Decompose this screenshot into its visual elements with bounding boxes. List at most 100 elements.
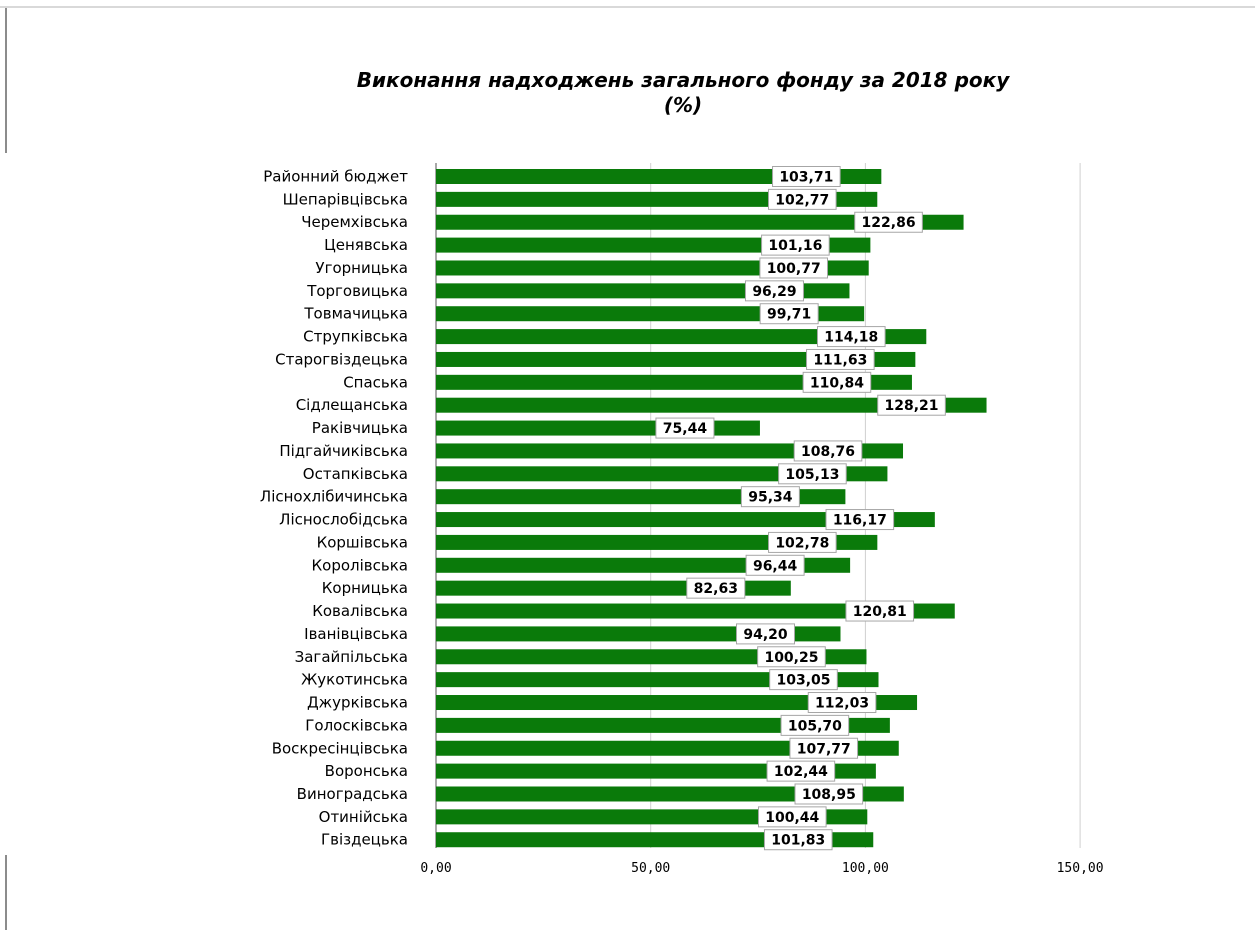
data-label-box <box>780 714 850 736</box>
data-label: 101,16 <box>768 238 822 254</box>
category-label: Іванівцівська <box>304 625 408 643</box>
data-labels: 103,71 102,77 122,86 101,16 100,77 96,29 99,71… <box>655 166 946 851</box>
category-label: Виноградська <box>297 785 408 803</box>
data-label: 111,63 <box>813 352 867 368</box>
data-label-box <box>854 211 923 233</box>
data-label-box <box>807 692 877 714</box>
data-label-box <box>745 554 805 576</box>
data-label: 116,17 <box>833 513 887 529</box>
bars <box>436 169 987 848</box>
data-label: 101,83 <box>771 833 825 849</box>
data-label-box <box>655 417 715 439</box>
data-label-box <box>778 463 847 485</box>
category-label: Струпківська <box>303 328 408 346</box>
data-label-box <box>845 600 915 622</box>
category-label: Воскресінцівська <box>272 739 408 757</box>
x-tick-label: 50,00 <box>631 861 670 876</box>
data-label: 107,77 <box>797 741 851 757</box>
bar <box>436 717 890 733</box>
category-label: Корницька <box>322 579 408 597</box>
data-label: 94,20 <box>743 627 788 643</box>
category-label: Підгайчиківська <box>279 442 408 460</box>
data-label: 103,71 <box>779 170 833 186</box>
data-label: 96,29 <box>752 284 796 300</box>
data-label-box <box>757 646 826 668</box>
category-label: Ковалівська <box>312 602 408 620</box>
data-label-box <box>759 257 829 279</box>
data-label: 108,95 <box>802 787 856 803</box>
data-label-box <box>763 829 833 851</box>
bar <box>436 397 987 413</box>
data-label: 120,81 <box>853 604 907 620</box>
data-label-box <box>757 806 827 828</box>
data-label: 110,84 <box>810 375 864 391</box>
category-label: Ліснослобідська <box>279 511 408 529</box>
chart-title: Виконання надходжень загального фонду за… <box>357 68 1010 92</box>
bar <box>436 329 927 345</box>
data-label-box <box>768 531 837 553</box>
data-label-box <box>793 440 863 462</box>
bar <box>436 351 916 367</box>
data-label: 105,13 <box>785 467 839 483</box>
data-label: 102,78 <box>775 535 829 551</box>
bar <box>436 306 865 322</box>
data-label-box <box>766 760 836 782</box>
data-label-box <box>794 783 864 805</box>
bar <box>436 512 935 528</box>
bar <box>436 214 964 230</box>
bar <box>436 832 874 848</box>
category-label: Раківчицька <box>312 419 408 437</box>
category-label: Товмачицька <box>303 305 408 323</box>
data-label: 82,63 <box>694 581 738 597</box>
x-tick-label: 150,00 <box>1057 861 1104 876</box>
data-label: 100,44 <box>765 810 819 826</box>
bar <box>436 603 955 619</box>
data-label: 108,76 <box>801 444 855 460</box>
data-label: 102,77 <box>775 192 829 208</box>
data-label-box <box>769 669 838 691</box>
data-label: 100,77 <box>767 261 821 277</box>
data-label: 122,86 <box>862 215 916 231</box>
data-label-box <box>806 348 875 370</box>
category-label: Шепарівцівська <box>283 190 408 208</box>
frame-top-border <box>0 6 1255 8</box>
data-label-box <box>816 326 886 348</box>
x-axis-ticks: 0,00 50,00 100,00 150,00 <box>420 861 1103 876</box>
data-label-box <box>735 623 795 645</box>
data-label: 96,44 <box>753 558 798 574</box>
category-label: Королівська <box>312 556 408 574</box>
chart-subtitle: (%) <box>664 93 702 117</box>
category-label: Сідлещанська <box>296 396 408 414</box>
category-label: Жукотинська <box>301 671 408 689</box>
data-label: 114,18 <box>824 330 878 346</box>
category-label: Гвіздецька <box>321 831 408 849</box>
data-label-box <box>686 577 746 599</box>
data-label: 128,21 <box>885 398 939 414</box>
category-label: Торговицька <box>306 282 408 300</box>
data-label: 112,03 <box>815 696 869 712</box>
category-labels: Районний бюджет Шепарівцівська Черемхівськ… <box>260 168 408 849</box>
category-label: Джурківська <box>307 694 408 712</box>
data-label-box <box>767 188 837 210</box>
category-label: Районний бюджет <box>263 168 408 186</box>
category-label: Черемхівська <box>301 213 408 231</box>
bar <box>436 695 918 711</box>
category-label: Коршівська <box>317 533 408 551</box>
data-label-box <box>744 280 804 302</box>
category-label: Лісноxлібичинська <box>260 488 408 506</box>
data-label-box <box>877 394 946 416</box>
data-label-box <box>825 509 895 531</box>
data-label: 100,25 <box>764 650 818 666</box>
data-label: 95,34 <box>748 490 793 506</box>
gridlines <box>435 163 1081 848</box>
category-label: Голосківська <box>305 716 408 734</box>
bar <box>436 191 878 207</box>
category-label: Воронська <box>325 762 408 780</box>
data-label-box <box>761 234 830 256</box>
category-label: Остапківська <box>303 465 408 483</box>
bar <box>436 763 876 779</box>
category-label: Угорницька <box>315 259 408 277</box>
bar <box>436 466 888 482</box>
category-label: Загайпільська <box>295 648 408 666</box>
